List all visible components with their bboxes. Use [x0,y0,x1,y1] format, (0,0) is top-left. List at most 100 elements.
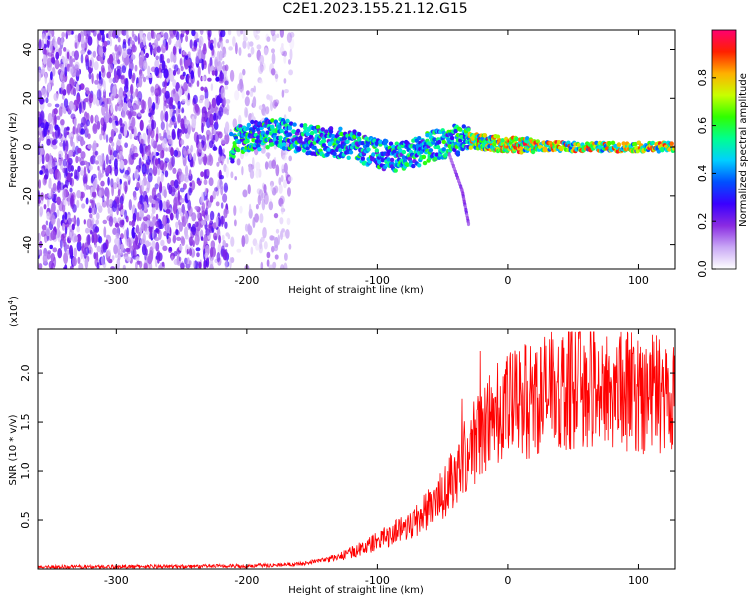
noise-cell [54,59,60,70]
noise-cell [200,171,205,178]
noise-cell [147,255,153,265]
noise-cell [178,245,183,251]
noise-cell [128,199,132,211]
noise-cell [92,123,98,132]
signal-cell [435,144,441,150]
noise-cell [178,256,182,262]
noise-cell [286,217,291,226]
noise-cell [200,86,204,92]
noise-cell [170,51,174,63]
noise-cell [66,153,70,163]
noise-cell [132,33,137,40]
noise-cell [108,117,113,124]
x-tick-label: 0 [504,274,511,287]
noise-cell [266,251,271,259]
noise-cell [242,189,248,198]
noise-cell [139,238,145,245]
noise-cell [162,214,167,226]
noise-cell [89,199,93,204]
noise-cell [230,257,235,263]
noise-cell [249,41,254,47]
noise-cell [74,169,78,180]
noise-cell [116,196,120,208]
noise-cell [105,165,111,174]
colorbar-tick-label: 0.0 [696,260,709,278]
noise-cell [188,222,192,229]
noise-cell [162,200,167,210]
noise-cell [283,89,289,94]
noise-cell [104,97,108,109]
noise-cell [201,219,207,226]
noise-cell [215,216,219,228]
noise-cell [224,259,228,269]
snr-x-tick-label: -100 [365,574,390,587]
signal-cell [337,144,342,149]
noise-cell [143,262,148,269]
noise-cell [260,261,264,269]
noise-cell [151,119,155,131]
signal-cell [597,145,603,150]
signal-cell [270,118,275,123]
noise-cell [229,69,235,82]
noise-cell [85,128,90,135]
noise-cell [168,37,172,45]
noise-cell [203,179,208,186]
noise-cell [55,161,60,166]
noise-cell [258,79,264,84]
noise-cell [107,31,111,40]
noise-cell [92,223,98,233]
noise-cell [64,264,68,269]
noise-cell [219,175,224,180]
noise-cell [131,111,137,117]
noise-cell [194,221,199,228]
noise-cell [155,213,159,220]
noise-cell [265,152,271,158]
noise-cell [216,251,221,263]
noise-cell [122,102,128,112]
noise-cell [147,96,152,109]
noise-cell [73,117,77,128]
noise-cell [271,159,277,169]
noise-cell [102,243,107,251]
noise-cell [213,37,217,49]
noise-cell [173,149,179,157]
noise-cell [201,202,206,212]
signal-cell [542,148,548,153]
noise-cell [189,248,192,256]
signal-cell [231,154,236,159]
signal-cell [326,147,331,152]
noise-cell [141,179,145,192]
noise-cell [130,40,134,45]
noise-cell [128,153,132,165]
noise-cell [207,30,212,38]
noise-cell [288,69,293,76]
noise-cell [164,110,169,123]
noise-cell [164,170,169,178]
noise-cell [224,64,229,72]
noise-cell [258,189,264,202]
noise-cell [96,202,101,210]
noise-cell [109,154,115,161]
noise-cell [288,243,292,250]
noise-cell [123,255,129,260]
noise-cell [68,100,74,111]
noise-cell [236,248,242,253]
noise-cell [94,150,99,156]
signal-cell [299,123,304,128]
noise-cell [210,83,214,91]
noise-cell [86,112,90,122]
noise-cell [38,179,41,189]
noise-cell [133,126,137,139]
noise-cell [125,30,129,39]
signal-cell [288,121,294,126]
noise-cell [51,131,55,137]
noise-cell [107,206,111,214]
noise-cell [270,184,273,192]
noise-cell [184,211,189,224]
noise-cell [38,247,41,256]
noise-cell [91,234,95,244]
noise-cell [131,45,137,53]
noise-cell [105,111,110,124]
signal-cell [417,163,422,168]
noise-cell [204,98,210,109]
